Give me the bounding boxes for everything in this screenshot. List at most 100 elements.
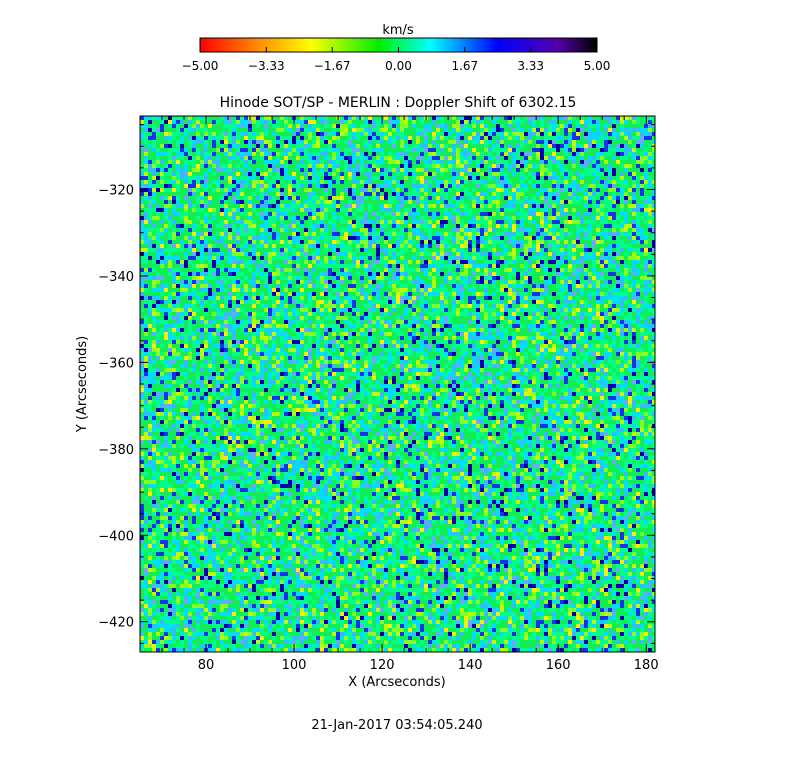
- map-cell: [568, 328, 572, 332]
- map-cell: [384, 240, 388, 244]
- map-cell: [256, 124, 260, 128]
- map-cell: [412, 168, 416, 172]
- map-cell: [308, 176, 312, 180]
- map-cell: [388, 136, 392, 140]
- map-cell: [164, 200, 168, 204]
- map-cell: [196, 156, 200, 160]
- map-cell: [620, 228, 624, 232]
- map-cell: [648, 156, 652, 160]
- map-cell: [380, 176, 384, 180]
- map-cell: [180, 156, 184, 160]
- map-cell: [552, 204, 556, 208]
- map-cell: [536, 284, 540, 288]
- map-cell: [644, 180, 648, 184]
- map-cell: [404, 248, 408, 252]
- map-cell: [460, 168, 464, 172]
- map-cell: [544, 232, 548, 236]
- map-cell: [468, 196, 472, 200]
- map-cell: [144, 196, 148, 200]
- map-cell: [480, 256, 484, 260]
- map-cell: [512, 164, 516, 168]
- map-cell: [288, 272, 292, 276]
- map-cell: [344, 116, 348, 120]
- map-cell: [280, 300, 284, 304]
- map-cell: [536, 136, 540, 140]
- map-cell: [172, 120, 176, 124]
- map-cell: [428, 296, 432, 300]
- map-cell: [564, 176, 568, 180]
- map-cell: [392, 288, 396, 292]
- map-cell: [304, 232, 308, 236]
- map-cell: [628, 288, 632, 292]
- map-cell: [496, 328, 500, 332]
- map-cell: [460, 136, 464, 140]
- map-cell: [468, 228, 472, 232]
- map-cell: [252, 208, 256, 212]
- map-cell: [540, 240, 544, 244]
- map-cell: [396, 132, 400, 136]
- map-cell: [496, 152, 500, 156]
- map-cell: [316, 244, 320, 248]
- map-cell: [184, 164, 188, 168]
- map-cell: [248, 336, 252, 340]
- map-cell: [252, 148, 256, 152]
- map-cell: [180, 144, 184, 148]
- map-cell: [204, 296, 208, 300]
- map-cell: [568, 244, 572, 248]
- map-cell: [284, 212, 288, 216]
- map-cell: [532, 244, 536, 248]
- map-cell: [636, 132, 640, 136]
- map-cell: [240, 160, 244, 164]
- map-cell: [608, 328, 612, 332]
- map-cell: [548, 124, 552, 128]
- map-cell: [520, 188, 524, 192]
- map-cell: [480, 284, 484, 288]
- map-cell: [412, 308, 416, 312]
- map-cell: [520, 152, 524, 156]
- map-cell: [384, 300, 388, 304]
- map-cell: [204, 236, 208, 240]
- map-cell: [412, 116, 416, 120]
- map-cell: [460, 196, 464, 200]
- map-cell: [176, 144, 180, 148]
- map-cell: [512, 132, 516, 136]
- map-cell: [168, 132, 172, 136]
- map-cell: [488, 184, 492, 188]
- map-cell: [340, 312, 344, 316]
- map-cell: [488, 224, 492, 228]
- map-cell: [480, 324, 484, 328]
- map-cell: [316, 164, 320, 168]
- map-cell: [564, 228, 568, 232]
- map-cell: [260, 120, 264, 124]
- map-cell: [404, 136, 408, 140]
- map-cell: [500, 148, 504, 152]
- map-cell: [148, 216, 152, 220]
- map-cell: [436, 268, 440, 272]
- map-cell: [328, 296, 332, 300]
- map-cell: [484, 204, 488, 208]
- map-cell: [148, 300, 152, 304]
- map-cell: [480, 200, 484, 204]
- map-cell: [580, 332, 584, 336]
- map-cell: [384, 232, 388, 236]
- map-cell: [308, 224, 312, 228]
- map-cell: [320, 216, 324, 220]
- map-cell: [552, 116, 556, 120]
- map-cell: [272, 256, 276, 260]
- map-cell: [632, 240, 636, 244]
- map-cell: [312, 152, 316, 156]
- map-cell: [260, 320, 264, 324]
- map-cell: [172, 280, 176, 284]
- map-cell: [188, 304, 192, 308]
- map-cell: [260, 332, 264, 336]
- map-cell: [404, 308, 408, 312]
- map-cell: [344, 332, 348, 336]
- map-cell: [496, 264, 500, 268]
- map-cell: [592, 292, 596, 296]
- map-cell: [588, 132, 592, 136]
- map-cell: [156, 248, 160, 252]
- map-cell: [632, 144, 636, 148]
- map-cell: [176, 148, 180, 152]
- map-cell: [276, 144, 280, 148]
- map-cell: [636, 256, 640, 260]
